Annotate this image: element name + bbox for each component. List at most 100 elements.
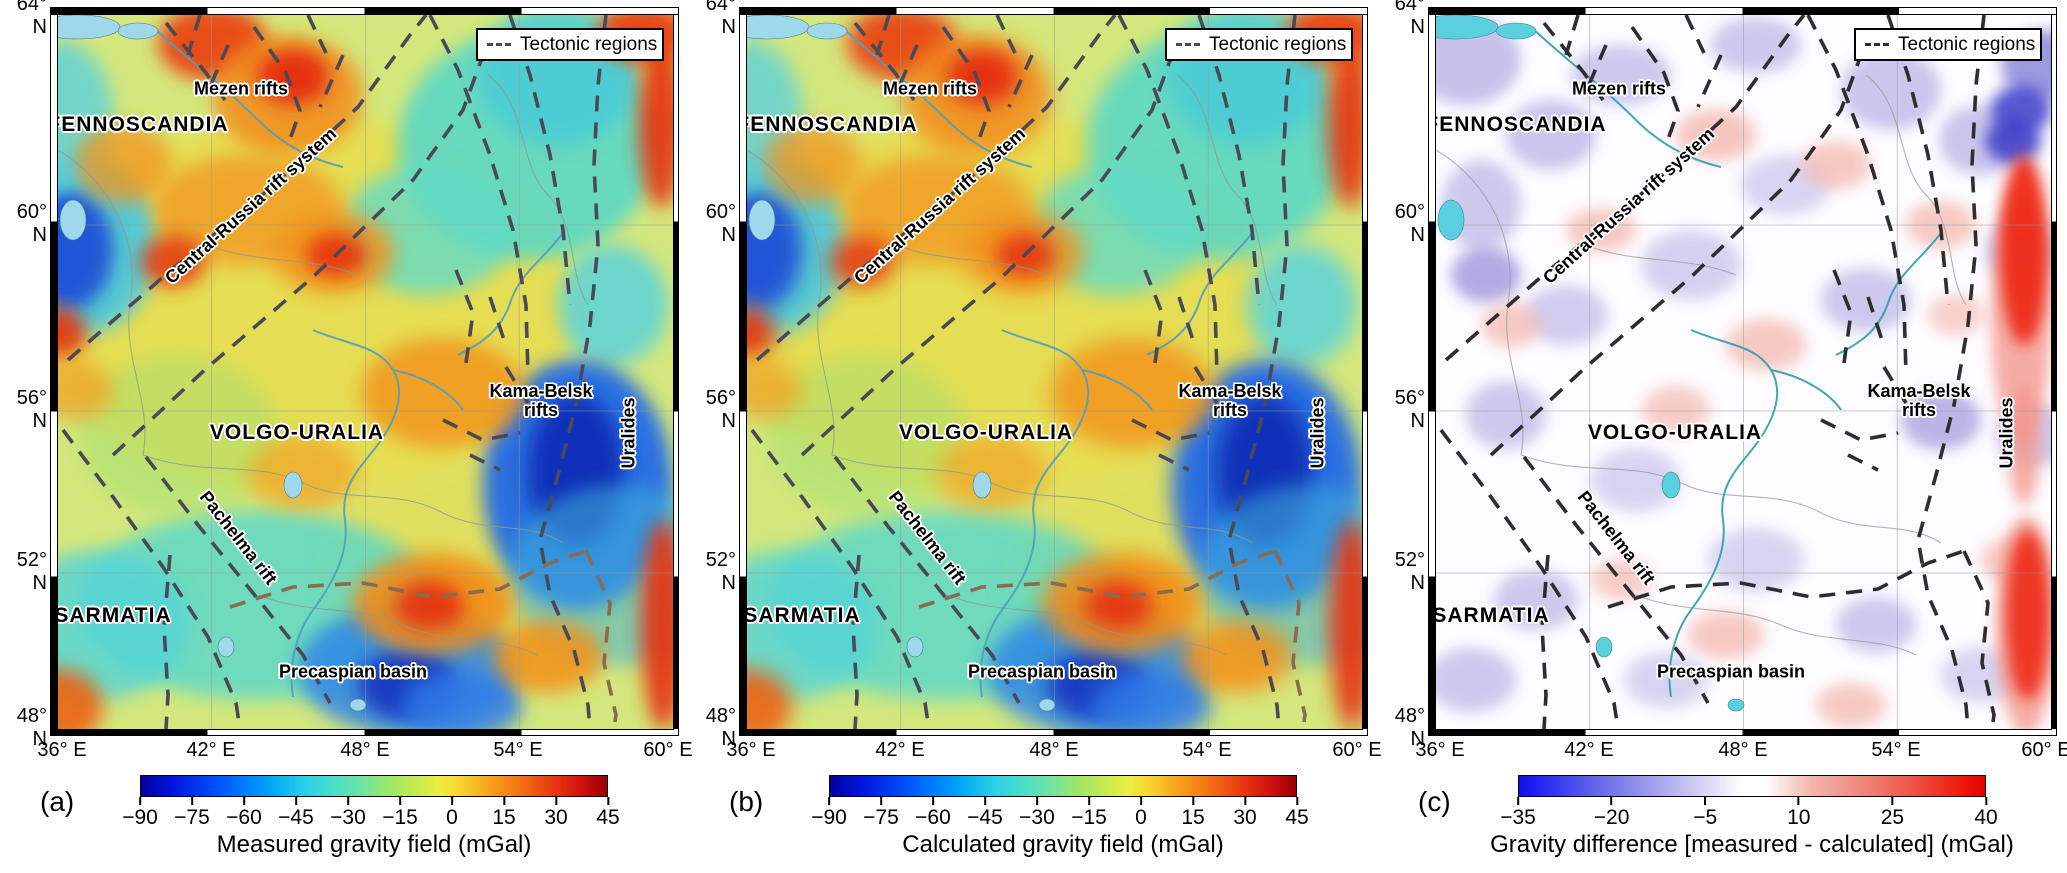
tectonic-boundary-line: [750, 428, 931, 729]
label-fennoscandia: FENNOSCANDIA: [57, 113, 229, 136]
river-line: [1770, 369, 1842, 411]
lon-tick-60e: 60° E: [1332, 739, 1382, 761]
field-anomaly-blob: [747, 307, 775, 359]
lake-shape: [1437, 199, 1465, 241]
cbar-tick: −15: [382, 806, 418, 829]
field-anomaly-blob: [1451, 247, 1521, 303]
field-anomaly-blob: [937, 435, 1047, 511]
lon-tick-36e: 36° E: [1415, 739, 1465, 761]
lat-tick-48n: 48° N: [16, 705, 47, 750]
river-line: [392, 369, 464, 411]
tectonic-boundary-line-precaspian: [918, 549, 1276, 609]
field-anomaly-blob: [946, 49, 1018, 105]
lon-tick-60e: 60° E: [643, 739, 693, 761]
field-anomaly-blob: [58, 307, 86, 359]
legend-label: Tectonic regions: [520, 33, 658, 55]
cbar-tick: −35: [1500, 806, 1536, 829]
cbar-tick: 15: [1181, 806, 1205, 829]
lat-tick-52n: 52° N: [1394, 549, 1425, 594]
field-anomaly-blob: [1985, 119, 2041, 163]
lat-tick-60n: 60° N: [1394, 201, 1425, 246]
field-anomaly-blob: [1085, 581, 1153, 629]
tectonic-boundary-line: [162, 554, 172, 729]
tectonic-boundary-line: [1882, 366, 1908, 404]
field-anomaly-blob: [764, 123, 860, 203]
river-line: [841, 26, 1033, 168]
field-anomaly-blob: [361, 338, 525, 448]
tectonic-boundary-line: [897, 44, 919, 88]
lake-shape: [1661, 471, 1681, 499]
label-uralides: Uralides: [618, 397, 639, 469]
tectonic-boundary-line-precaspian: [1962, 550, 1996, 729]
colorbar-ticks: −90 −75 −60 −45 −30 −15 0 15 30 45: [122, 798, 619, 840]
field-anomaly-blob: [1641, 230, 1741, 300]
lat-tick-56n: 56° N: [1394, 387, 1425, 432]
field-anomaly-blob: [1816, 683, 1886, 727]
field-anomaly-blob: [2000, 155, 2048, 345]
panel-measured-gravity: FENNOSCANDIA Mezen rifts Central-Russia …: [0, 0, 693, 873]
river-line: [152, 26, 344, 168]
label-mezen-rifts: Mezen rifts: [193, 78, 289, 99]
tectonic-boundary-line: [1193, 366, 1219, 404]
tectonic-boundary-line: [1832, 269, 1853, 364]
tectonic-boundary-line-precaspian: [584, 550, 618, 729]
tectonic-boundary-line: [941, 25, 991, 146]
colorbar-title-difference: Gravity difference [measured - calculate…: [1490, 831, 2014, 858]
field-anomaly-blob: [1328, 38, 1362, 208]
lat-tick-56n: 56° N: [16, 387, 47, 432]
admin-boundary-line: [747, 149, 835, 456]
tectonic-boundary-line: [318, 54, 345, 108]
tectonic-boundary-line: [1916, 15, 1986, 729]
tectonic-boundary-line: [800, 54, 1174, 457]
lake-shape: [1727, 698, 1745, 712]
label-precaspian-basin: Precaspian basin: [278, 661, 428, 682]
field-anomaly-blob: [639, 38, 673, 208]
dashed-line-icon: [1176, 43, 1200, 46]
admin-boundary-line: [1176, 74, 1278, 306]
field-anomaly-blob: [747, 550, 877, 700]
tectonic-boundary-line: [833, 455, 1021, 704]
label-kama-belsk-rifts: Kama-Belsk rifts: [489, 382, 592, 420]
admin-boundary-line: [487, 74, 589, 306]
panel-letter-b: (b): [729, 786, 764, 817]
field-anomaly-blob: [641, 520, 673, 729]
label-kama-belsk-rifts: Kama-Belsk rifts: [1178, 382, 1281, 420]
field-anomaly-blob: [1708, 528, 1804, 592]
admin-boundary-line: [896, 244, 1048, 276]
lon-tick-42e: 42° E: [186, 739, 236, 761]
lake-shape: [1495, 22, 1537, 40]
cbar-tick: −30: [1019, 806, 1055, 829]
label-precaspian-basin: Precaspian basin: [1656, 661, 1806, 682]
field-anomaly-blob: [1524, 285, 1608, 345]
tectonic-boundary-line: [1847, 453, 1879, 472]
field-anomaly-blob: [141, 235, 205, 287]
map-panel-b: FENNOSCANDIA Mezen rifts Central-Russia …: [746, 14, 1363, 730]
tectonic-boundary-line: [538, 15, 608, 729]
panel-calculated-gravity: FENNOSCANDIA Mezen rifts Central-Russia …: [689, 0, 1382, 873]
field-anomaly-blob: [1197, 485, 1362, 665]
field-anomaly-blob: [1901, 390, 1981, 450]
tectonic-boundary-line: [1177, 296, 1195, 341]
map-panel-a: FENNOSCANDIA Mezen rifts Central-Russia …: [57, 14, 674, 730]
cbar-tick: 30: [544, 806, 568, 829]
colorbar-title-calculated: Calculated gravity field (mGal): [902, 831, 1224, 858]
cbar-tick: −90: [122, 806, 158, 829]
lake-shape: [58, 15, 121, 40]
tectonic-boundary-line: [252, 25, 302, 146]
tectonic-boundary-line: [469, 453, 501, 472]
cbar-tick: −60: [226, 806, 262, 829]
lake-shape: [283, 471, 303, 499]
tectonic-boundary-line: [1007, 54, 1034, 108]
field-anomaly-blob: [747, 669, 792, 729]
admin-boundary-line: [207, 244, 359, 276]
cbar-tick: 40: [1974, 806, 1998, 829]
tectonic-boundary-line-precaspian: [229, 549, 587, 609]
cbar-tick: −5: [1693, 806, 1718, 829]
admin-boundary-line: [1436, 149, 1524, 456]
tectonic-boundary-line: [144, 455, 332, 704]
river-line: [1530, 26, 1722, 168]
field-anomaly-blob: [2006, 530, 2050, 700]
cbar-tick: 0: [446, 806, 458, 829]
tectonic-boundary-line: [1564, 15, 1580, 56]
